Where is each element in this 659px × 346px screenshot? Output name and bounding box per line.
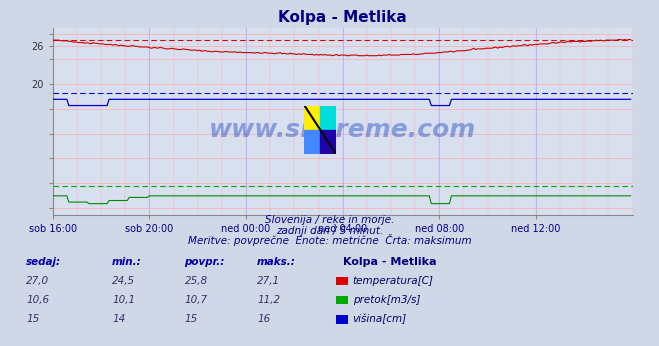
Text: 16: 16 (257, 314, 270, 324)
Text: Kolpa - Metlika: Kolpa - Metlika (343, 257, 436, 267)
Text: 27,0: 27,0 (26, 276, 49, 286)
Text: maks.:: maks.: (257, 257, 296, 267)
Text: 11,2: 11,2 (257, 295, 280, 305)
Text: 27,1: 27,1 (257, 276, 280, 286)
Text: povpr.:: povpr.: (185, 257, 225, 267)
Bar (304, 130, 320, 154)
Title: Kolpa - Metlika: Kolpa - Metlika (278, 10, 407, 25)
Text: min.:: min.: (112, 257, 142, 267)
Text: 15: 15 (26, 314, 40, 324)
Text: višina[cm]: višina[cm] (353, 313, 407, 324)
Text: 24,5: 24,5 (112, 276, 135, 286)
Text: 15: 15 (185, 314, 198, 324)
Text: pretok[m3/s]: pretok[m3/s] (353, 295, 420, 305)
Text: 14: 14 (112, 314, 125, 324)
Text: zadnji dan / 5 minut.: zadnji dan / 5 minut. (276, 226, 383, 236)
Text: temperatura[C]: temperatura[C] (353, 276, 434, 286)
Text: Slovenija / reke in morje.: Slovenija / reke in morje. (265, 215, 394, 225)
Bar (320, 130, 336, 154)
Text: 10,7: 10,7 (185, 295, 208, 305)
Text: 10,6: 10,6 (26, 295, 49, 305)
Text: www.si-vreme.com: www.si-vreme.com (209, 118, 476, 143)
Text: sedaj:: sedaj: (26, 257, 61, 267)
Text: Meritve: povprečne  Enote: metrične  Črta: maksimum: Meritve: povprečne Enote: metrične Črta:… (188, 234, 471, 246)
Text: 10,1: 10,1 (112, 295, 135, 305)
Bar (320, 106, 336, 130)
Text: 25,8: 25,8 (185, 276, 208, 286)
Bar (304, 106, 320, 130)
